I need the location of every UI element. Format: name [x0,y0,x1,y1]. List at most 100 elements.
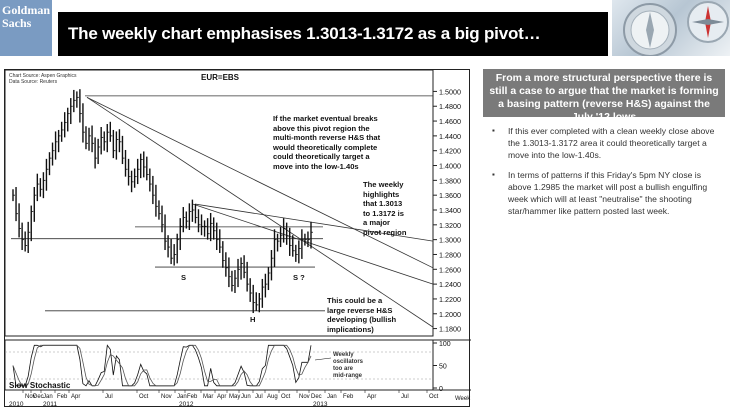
x-month-label: Nov [25,394,36,400]
oscillator-note-pointer [314,357,332,361]
x-month-label: Apr [71,394,80,400]
x-month-label: Apr [367,394,376,400]
annotation-hs-line: This could be a [327,296,383,305]
annotation-weekly-line: highlights [363,189,400,199]
x-month-label: Oct [139,394,149,400]
y-tick-label: 1.4600 [439,117,461,126]
y-tick-label: 1.4400 [439,132,461,141]
y-tick-label: 1.3000 [439,236,461,245]
x-month-label: Feb [187,394,198,400]
oscillator-note-line: Weekly [333,352,354,358]
annotation-hs-line: large reverse H&S [327,305,393,315]
label-right-shoulder: S ? [293,273,305,282]
annotation-weekly-line: to 1.3172 is [363,208,404,218]
logo-line1: Goldman [2,3,51,17]
y-tick-label: 1.2000 [439,310,461,319]
annotation-hs-line: developing (bullish [327,315,397,324]
oscillator-note-line: oscillators [333,359,364,365]
commentary-bullet: If this ever completed with a clean week… [492,125,724,161]
x-month-label: Dec [311,394,322,400]
chart-symbol: EUR=EBS [201,73,240,82]
goldman-sachs-logo: Goldman Sachs [0,0,52,56]
x-month-label: Oct [281,394,291,400]
chart-canvas: 1.5000 1.4800 1.4600 1.4400 1.4200 1.4000 1.38… [5,70,471,408]
commentary-bullet: In terms of patterns if this Friday's 5p… [492,169,724,217]
annotation-hs-line: implications) [327,324,374,334]
annotation-pivot-line: multi-month reverse H&S that [273,133,381,142]
y-tick-label: 1.2800 [439,250,461,259]
oscillator-note: Weekly oscillators too are mid-range [333,352,363,380]
annotation-weekly-line: pivot region [363,227,407,237]
annotation-weekly-pivot: The weekly highlights that 1.3013 to 1.3… [363,180,406,237]
page-title-bar: The weekly chart emphasises 1.3013-1.317… [58,12,608,56]
y-tick-label: 1.1800 [439,325,461,334]
y-tick-label: 1.4000 [439,162,461,171]
x-month-label: Nov [299,394,310,400]
x-month-label: May [229,394,240,400]
annotation-weekly-line: a major [363,218,391,227]
x-month-label: Feb [57,394,68,400]
x-year-label: 2013 [313,401,328,408]
x-month-label: Jul [255,394,263,400]
commentary-bullets: If this ever completed with a clean week… [492,125,724,225]
chart-source-line1: Chart Source: Aspen Graphics [9,73,77,79]
y-tick-label: 1.3800 [439,176,461,185]
annotation-pivot-line: could theoretically target a [273,152,370,161]
x-month-label: Nov [161,394,172,400]
chart-source-line2: Data Source: Reuters [9,79,58,85]
y-tick-label: 1.3600 [439,191,461,200]
y-tick-label: 1.5000 [439,87,461,96]
label-head: H [250,315,256,324]
annotation-pivot-line: would theoretically complete [273,142,378,152]
stochastic-k-line [12,344,312,387]
trendline-2012 [194,203,434,242]
y-tick-label: 1.3200 [439,221,461,230]
annotation-pivot-break: If the market eventual breaks above this… [273,114,380,171]
trendline-2012-lower [192,203,434,285]
page-title: The weekly chart emphasises 1.3013-1.317… [68,24,541,43]
oscillator-note-line: too are [333,366,354,372]
commentary-header-text: From a more structural perspective there… [489,72,719,123]
y-tick-label: 1.2400 [439,280,461,289]
trendline-lower [86,97,434,328]
eurusd-weekly-chart: 1.5000 1.4800 1.4600 1.4400 1.4200 1.4000 1.38… [4,69,471,408]
annotation-reverse-hs: This could be a large reverse H&S develo… [327,296,396,334]
y-tick-label: 1.2200 [439,295,461,304]
x-month-label: Mar [203,394,213,400]
x-year-label: 2010 [9,401,24,408]
y-tick-label: 1.2600 [439,265,461,274]
y-tick-label: 1.4200 [439,147,461,156]
x-month-label: Apr [217,394,226,400]
y-tick-label: 1.3400 [439,206,461,215]
x-axis-label: Week [455,396,471,402]
annotation-pivot-line: move into the low-1.40s [273,161,359,171]
trendline-upper [86,96,434,269]
compass-image [623,1,729,56]
x-month-label: Jun [241,394,251,400]
compass-photo [612,0,730,56]
x-month-label: Feb [343,394,354,400]
x-month-label: Jan [327,394,337,400]
price-plot-frame [5,70,434,337]
x-month-label: Jul [105,394,113,400]
stochastic-d-line [12,344,312,387]
y-tick-label: 1.4800 [439,102,461,111]
label-left-shoulder: S [181,273,187,282]
x-month-label: Aug [267,394,278,400]
x-month-label: Jan [177,394,187,400]
annotation-weekly-line: that 1.3013 [363,199,403,208]
x-year-label: 2012 [179,401,194,408]
commentary-header: From a more structural perspective there… [483,69,725,123]
annotation-pivot-line: above this pivot region the [273,123,370,133]
x-month-label: Oct [429,394,439,400]
osc-tick-label: 50 [439,364,447,371]
x-year-label: 2011 [43,401,57,408]
osc-tick-label: 0 [439,386,443,393]
annotation-weekly-line: The weekly [363,180,404,189]
annotation-pivot-line: If the market eventual breaks [273,114,378,123]
logo-line2: Sachs [2,16,32,30]
x-month-label: Dec [33,394,44,400]
x-month-label: Jan [43,394,53,400]
oscillator-note-line: mid-range [333,373,363,379]
x-month-label: Jul [401,394,409,400]
